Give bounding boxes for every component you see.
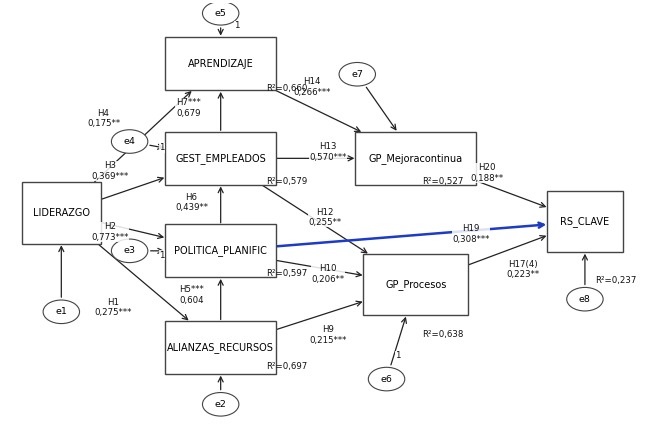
Circle shape: [567, 288, 603, 311]
Text: e8: e8: [579, 295, 591, 304]
Text: H10
0,206**: H10 0,206**: [312, 264, 344, 284]
Text: R²=0,237: R²=0,237: [595, 276, 636, 285]
Text: R²=0,638: R²=0,638: [422, 331, 464, 340]
Text: e6: e6: [380, 374, 392, 383]
Text: GEST_EMPLEADOS: GEST_EMPLEADOS: [175, 153, 266, 164]
Text: H1
0,275***: H1 0,275***: [94, 298, 132, 317]
Text: H13
0,570***: H13 0,570***: [310, 142, 346, 162]
FancyBboxPatch shape: [356, 132, 476, 185]
Text: H12
0,255**: H12 0,255**: [308, 207, 341, 227]
Text: GP_Mejoracontinua: GP_Mejoracontinua: [369, 153, 463, 164]
Text: R²=0,660: R²=0,660: [266, 84, 308, 93]
FancyBboxPatch shape: [363, 254, 468, 315]
FancyBboxPatch shape: [165, 132, 276, 185]
Text: R²=0,527: R²=0,527: [422, 177, 464, 186]
FancyBboxPatch shape: [547, 191, 623, 252]
Circle shape: [203, 392, 239, 416]
Text: H17(4)
0,223**: H17(4) 0,223**: [506, 260, 540, 279]
Text: 1: 1: [159, 143, 165, 153]
Text: H5***
0,604: H5*** 0,604: [179, 285, 204, 305]
Text: R²=0,597: R²=0,597: [266, 270, 308, 279]
Text: H19
0,308***: H19 0,308***: [453, 225, 490, 244]
FancyBboxPatch shape: [165, 321, 276, 374]
Circle shape: [43, 300, 79, 324]
Text: H7***
0,679: H7*** 0,679: [176, 98, 201, 118]
Text: H20
0,188**: H20 0,188**: [471, 163, 504, 183]
FancyBboxPatch shape: [165, 225, 276, 277]
FancyBboxPatch shape: [22, 182, 100, 244]
Text: e3: e3: [123, 246, 136, 255]
Text: R²=0,579: R²=0,579: [266, 177, 308, 186]
FancyBboxPatch shape: [165, 37, 276, 90]
Text: H2
0,773***: H2 0,773***: [91, 222, 129, 242]
Text: e1: e1: [55, 307, 68, 316]
Text: H6
0,439**: H6 0,439**: [175, 193, 208, 212]
Text: e5: e5: [215, 9, 226, 18]
Text: 1: 1: [159, 250, 165, 259]
Text: RS_CLAVE: RS_CLAVE: [560, 216, 609, 227]
Text: H3
0,369***: H3 0,369***: [91, 161, 129, 181]
Text: GP_Procesos: GP_Procesos: [385, 279, 447, 290]
Circle shape: [339, 63, 375, 86]
Circle shape: [112, 130, 148, 153]
Text: POLITICA_PLANIFIC: POLITICA_PLANIFIC: [174, 245, 267, 256]
Text: APRENDIZAJE: APRENDIZAJE: [188, 59, 254, 69]
Text: 1: 1: [396, 351, 401, 360]
Text: LIDERAZGO: LIDERAZGO: [33, 208, 90, 218]
Text: e2: e2: [215, 400, 226, 409]
Circle shape: [112, 239, 148, 262]
Text: H9
0,215***: H9 0,215***: [310, 325, 346, 345]
Text: H14
0,266***: H14 0,266***: [293, 77, 331, 97]
Circle shape: [203, 2, 239, 25]
Text: e7: e7: [352, 70, 363, 79]
Text: 1: 1: [234, 21, 239, 30]
Text: R²=0,697: R²=0,697: [266, 362, 308, 371]
Text: e4: e4: [124, 137, 136, 146]
Circle shape: [368, 367, 405, 391]
Text: ALIANZAS_RECURSOS: ALIANZAS_RECURSOS: [167, 342, 274, 353]
Text: H4
0,175**: H4 0,175**: [87, 109, 120, 128]
